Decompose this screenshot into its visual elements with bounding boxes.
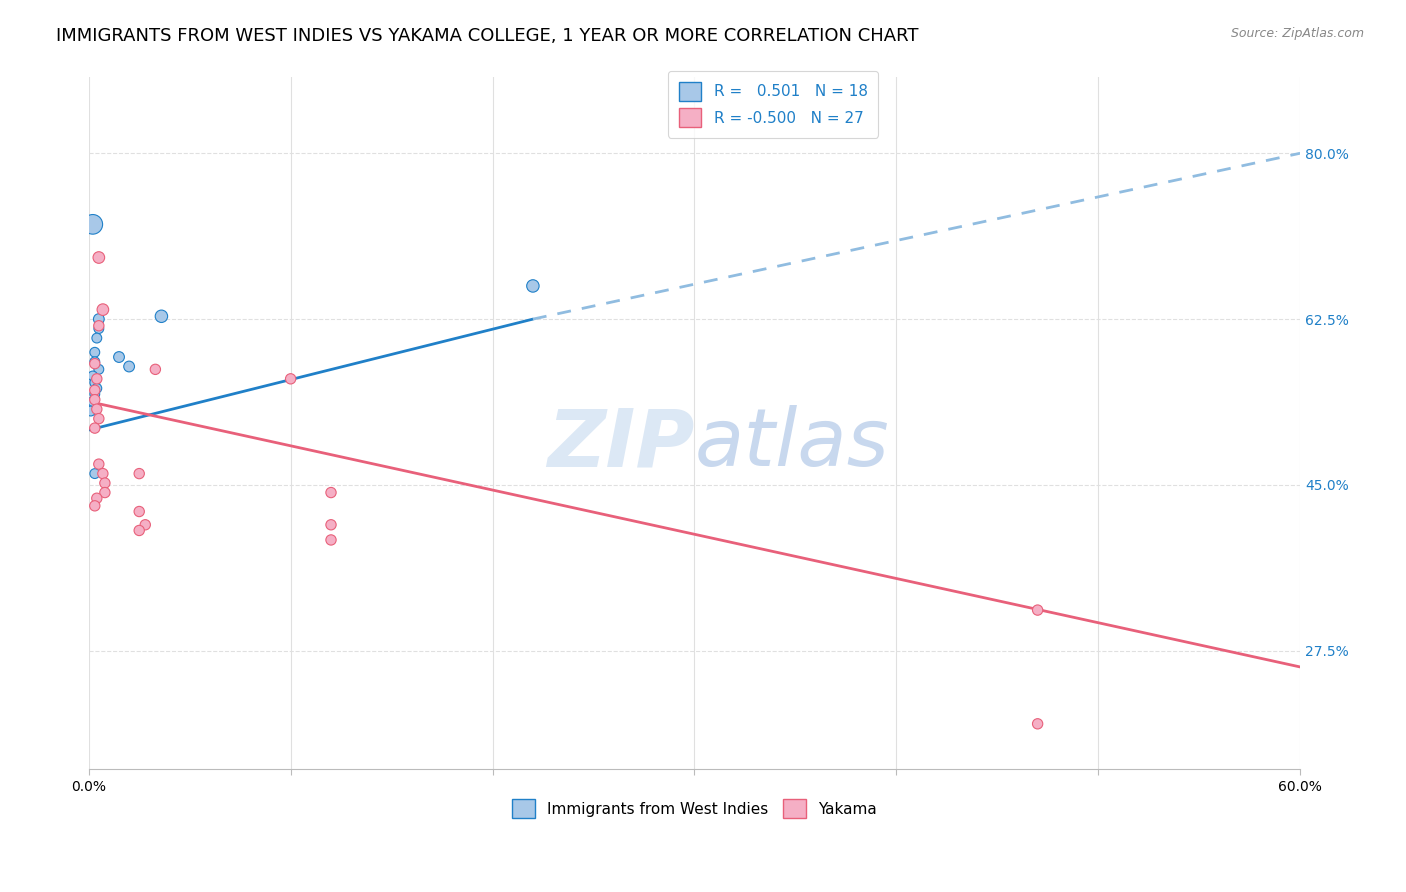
Point — [134, 517, 156, 532]
Point — [83, 421, 105, 435]
Text: Source: ZipAtlas.com: Source: ZipAtlas.com — [1230, 27, 1364, 40]
Point — [82, 394, 104, 409]
Point — [145, 362, 167, 376]
Point — [1026, 716, 1049, 731]
Point — [82, 369, 104, 384]
Point — [86, 491, 108, 506]
Point — [91, 302, 114, 317]
Point — [83, 387, 105, 401]
Text: atlas: atlas — [695, 405, 889, 483]
Point — [83, 357, 105, 371]
Point — [128, 524, 150, 538]
Point — [128, 467, 150, 481]
Point — [128, 504, 150, 518]
Point — [83, 355, 105, 369]
Text: ZIP: ZIP — [547, 405, 695, 483]
Point — [87, 318, 110, 333]
Point — [94, 476, 117, 491]
Point — [86, 402, 108, 417]
Point — [87, 321, 110, 335]
Point — [87, 411, 110, 425]
Point — [83, 392, 105, 407]
Point — [91, 467, 114, 481]
Point — [319, 485, 342, 500]
Point — [319, 533, 342, 547]
Point — [86, 381, 108, 395]
Point — [83, 467, 105, 481]
Point — [522, 279, 544, 293]
Point — [83, 383, 105, 397]
Point — [118, 359, 141, 374]
Point — [83, 345, 105, 359]
Point — [80, 404, 103, 418]
Point — [87, 362, 110, 376]
Point — [83, 499, 105, 513]
Point — [280, 372, 302, 386]
Point — [86, 331, 108, 345]
Point — [319, 517, 342, 532]
Point — [87, 251, 110, 265]
Point — [87, 312, 110, 326]
Point — [94, 485, 117, 500]
Point — [87, 457, 110, 471]
Point — [150, 310, 173, 324]
Point — [83, 376, 105, 390]
Legend: Immigrants from West Indies, Yakama: Immigrants from West Indies, Yakama — [506, 793, 883, 824]
Point — [86, 372, 108, 386]
Text: IMMIGRANTS FROM WEST INDIES VS YAKAMA COLLEGE, 1 YEAR OR MORE CORRELATION CHART: IMMIGRANTS FROM WEST INDIES VS YAKAMA CO… — [56, 27, 918, 45]
Point — [108, 350, 131, 364]
Point — [1026, 603, 1049, 617]
Point — [82, 218, 104, 232]
